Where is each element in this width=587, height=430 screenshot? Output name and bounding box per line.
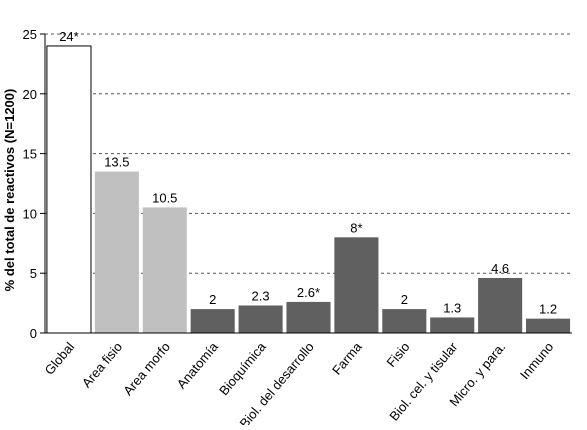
value-label: 10.5 [152, 190, 177, 205]
y-tick-label: 10 [23, 206, 37, 221]
y-tick-label: 5 [30, 266, 37, 281]
bar [190, 309, 235, 333]
value-label: 1.3 [443, 300, 461, 315]
value-label: 1.2 [539, 302, 557, 317]
value-label: 13.5 [104, 155, 129, 170]
bar [238, 305, 283, 333]
x-tick-label: Bioquímica [216, 339, 269, 398]
y-tick-label: 15 [23, 147, 37, 162]
value-label: 4.6 [491, 261, 509, 276]
y-axis-label: % del total de reactivos (N=1200) [2, 89, 17, 292]
value-label: 2 [401, 292, 408, 307]
bar [382, 309, 427, 333]
bar [526, 318, 571, 333]
x-tick-label: Inmuno [517, 339, 556, 382]
bar [286, 301, 331, 333]
bar [142, 207, 187, 333]
value-label: 2.6* [297, 285, 320, 300]
value-label: 2 [209, 292, 216, 307]
x-tick-label: Fisio [383, 339, 412, 370]
x-tick-label: Area morfo [120, 339, 173, 398]
bar [430, 317, 475, 333]
y-tick-label: 20 [23, 87, 37, 102]
x-tick-label: Area fisio [79, 339, 125, 390]
y-tick-label: 0 [30, 326, 37, 341]
y-tick-label: 25 [23, 27, 37, 42]
x-tick-label: Global [42, 339, 78, 378]
bar [334, 237, 379, 333]
bar [94, 171, 139, 333]
bar [478, 277, 523, 333]
x-tick-label: Anatomía [174, 339, 222, 392]
x-tick-label: Farma [329, 339, 365, 378]
value-label: 24* [59, 29, 79, 44]
value-label: 2.3 [252, 288, 270, 303]
bar [46, 45, 92, 334]
value-label: 8* [350, 220, 362, 235]
